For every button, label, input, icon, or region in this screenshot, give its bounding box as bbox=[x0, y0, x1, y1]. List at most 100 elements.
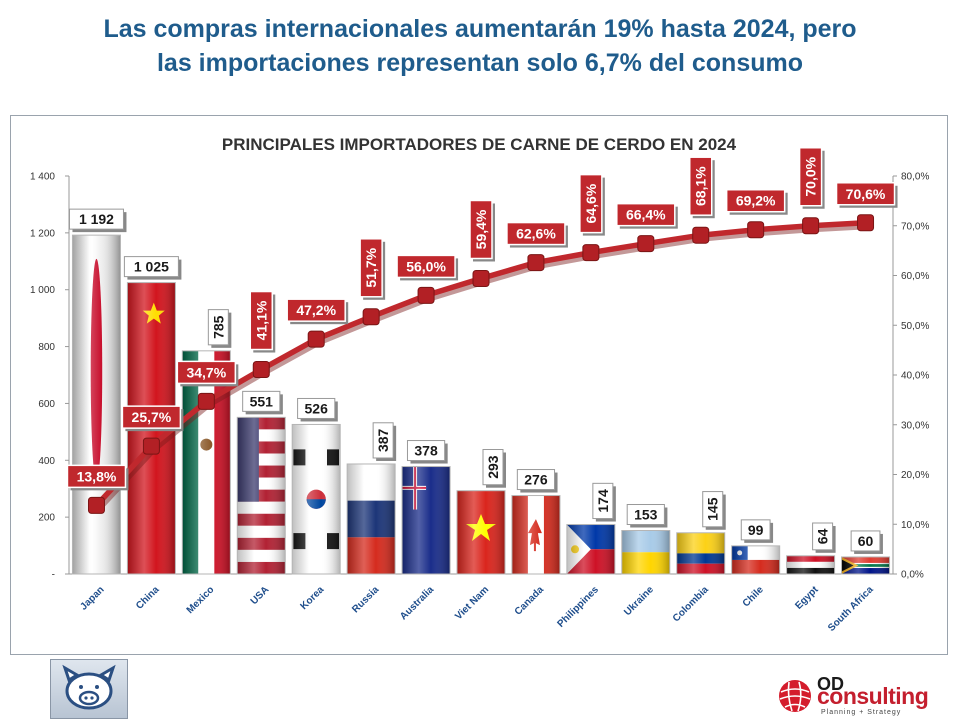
cumulative-label: 47,2% bbox=[286, 298, 349, 325]
bar-value-label: 99 bbox=[740, 519, 774, 543]
bar-usa bbox=[236, 416, 286, 575]
right-tick-label: 30,0% bbox=[901, 420, 929, 431]
cumulative-text: 34,7% bbox=[186, 364, 226, 380]
bar-australia bbox=[401, 466, 451, 575]
bar-value-text: 153 bbox=[634, 507, 658, 523]
cumulative-text: 70,6% bbox=[846, 186, 886, 202]
right-tick-label: 80,0% bbox=[901, 172, 929, 183]
category-label: Mexico bbox=[185, 584, 217, 616]
left-tick-label: 200 bbox=[38, 513, 55, 524]
cumulative-line bbox=[87, 214, 875, 514]
cumulative-text: 25,7% bbox=[132, 409, 172, 425]
bar-value-text: 293 bbox=[485, 455, 501, 479]
category-label: USA bbox=[249, 584, 272, 607]
right-tick-label: 0,0% bbox=[901, 570, 924, 581]
bar-value-text: 276 bbox=[524, 472, 548, 488]
cumulative-label: 69,2% bbox=[725, 188, 788, 215]
bar-japan bbox=[71, 234, 121, 575]
cumulative-label: 13,8% bbox=[66, 464, 129, 491]
bar-value-label: 153 bbox=[626, 504, 668, 528]
line-marker bbox=[637, 235, 655, 253]
line-marker bbox=[802, 217, 820, 235]
bar-value-text: 174 bbox=[595, 489, 611, 513]
bar-value-label: 387 bbox=[372, 422, 397, 461]
category-label: Canada bbox=[513, 584, 547, 618]
bar-value-label: 145 bbox=[702, 491, 726, 530]
globe-icon bbox=[779, 680, 811, 712]
bar-value-text: 387 bbox=[375, 428, 391, 452]
cumulative-text: 70,0% bbox=[803, 156, 819, 196]
bar-value-label: 378 bbox=[406, 440, 448, 464]
cumulative-text: 47,2% bbox=[296, 302, 336, 318]
cumulative-label: 64,6% bbox=[579, 173, 605, 236]
cumulative-label: 70,6% bbox=[835, 182, 898, 208]
right-tick-label: 10,0% bbox=[901, 520, 929, 531]
cumulative-text: 66,4% bbox=[626, 207, 666, 223]
bar-colombia bbox=[676, 532, 726, 575]
bar-value-text: 551 bbox=[250, 393, 274, 409]
bar-value-label: 293 bbox=[482, 449, 506, 488]
cumulative-label: 25,7% bbox=[121, 405, 184, 432]
bar-philippines bbox=[566, 524, 616, 575]
headline-line-1: Las compras internacionales aumentarán 1… bbox=[103, 15, 857, 43]
logo-prefix: OD bbox=[817, 674, 844, 694]
bar-value-text: 64 bbox=[815, 528, 831, 544]
bar-value-label: 551 bbox=[242, 390, 283, 415]
line-marker bbox=[87, 496, 105, 514]
category-label: Korea bbox=[298, 584, 326, 612]
line-marker bbox=[252, 361, 270, 379]
cumulative-label: 56,0% bbox=[396, 254, 459, 281]
cumulative-text: 13,8% bbox=[77, 468, 117, 484]
bar-value-text: 785 bbox=[210, 315, 226, 339]
logo-name: consulting bbox=[817, 683, 928, 709]
bar-ukraine bbox=[621, 530, 671, 575]
category-label: Russia bbox=[350, 584, 381, 615]
cumulative-text: 62,6% bbox=[516, 226, 556, 242]
bar-value-label: 276 bbox=[516, 469, 558, 493]
left-tick-label: 1 000 bbox=[30, 285, 55, 296]
category-label: Egypt bbox=[793, 584, 821, 612]
category-label: Viet Nam bbox=[453, 584, 491, 622]
headline: Las compras internacionales aumentarán 1… bbox=[0, 12, 960, 80]
bar-south-africa bbox=[841, 556, 891, 575]
bar-viet-nam bbox=[456, 490, 506, 575]
cumulative-label: 41,1% bbox=[249, 290, 276, 353]
cumulative-text: 69,2% bbox=[736, 193, 776, 209]
right-tick-label: 20,0% bbox=[901, 470, 929, 481]
category-labels: Japan China Mexico USA Korea Russia Australia V… bbox=[78, 584, 876, 634]
category-label: Philippines bbox=[555, 584, 601, 630]
left-tick-label: 600 bbox=[38, 399, 55, 410]
headline-line-2: las importaciones representan solo 6,7% … bbox=[156, 49, 804, 77]
line-marker bbox=[142, 437, 160, 455]
bar-value-label: 526 bbox=[297, 397, 338, 422]
line-marker bbox=[582, 244, 600, 262]
line-marker bbox=[197, 392, 215, 410]
bar-egypt bbox=[786, 555, 836, 575]
bars bbox=[71, 234, 891, 575]
bar-value-text: 145 bbox=[705, 497, 721, 521]
bar-value-label: 1 192 bbox=[68, 208, 127, 233]
left-tick-label: 1 400 bbox=[30, 172, 55, 183]
cumulative-text: 59,4% bbox=[473, 209, 489, 249]
line-marker bbox=[307, 330, 325, 348]
category-label: Japan bbox=[78, 584, 106, 612]
bar-value-text: 99 bbox=[748, 522, 764, 538]
cumulative-label: 70,0% bbox=[798, 147, 825, 209]
cumulative-label: 51,7% bbox=[359, 238, 386, 300]
bar-korea bbox=[291, 423, 341, 575]
cumulative-label: 68,1% bbox=[688, 156, 715, 219]
cumulative-text: 64,6% bbox=[583, 183, 599, 223]
line-marker bbox=[472, 269, 490, 287]
bar-value-text: 1 025 bbox=[134, 259, 169, 275]
category-label: Ukraine bbox=[622, 584, 656, 618]
bar-value-text: 1 192 bbox=[79, 211, 114, 227]
cumulative-labels: 13,8% 25,7% 34,7% 41,1% 47,2% 51,7% 56,0% 59,4%… bbox=[66, 147, 898, 491]
left-tick-label: - bbox=[52, 570, 55, 581]
right-tick-label: 40,0% bbox=[901, 371, 929, 382]
bar-value-label: 174 bbox=[592, 482, 616, 522]
line-marker bbox=[692, 226, 710, 244]
cumulative-text: 51,7% bbox=[363, 247, 379, 287]
chart-title: PRINCIPALES IMPORTADORES DE CARNE DE CER… bbox=[222, 135, 737, 154]
cumulative-label: 59,4% bbox=[469, 199, 495, 262]
line-marker bbox=[417, 286, 435, 304]
